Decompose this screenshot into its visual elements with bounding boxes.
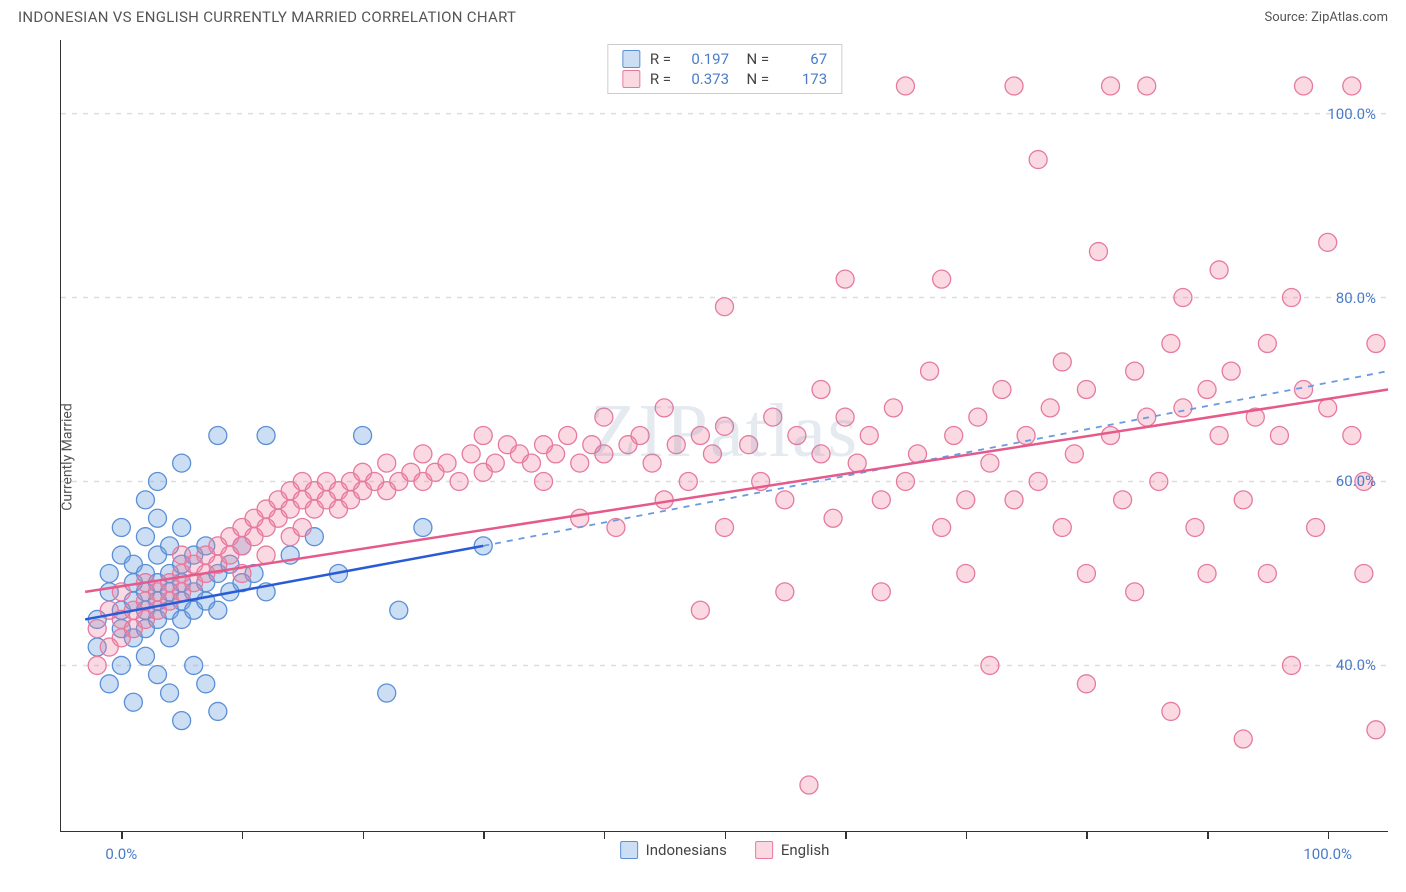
r-value-1: 0.197 <box>681 50 729 68</box>
series-legend: Indonesians English <box>620 841 830 859</box>
stats-swatch-1 <box>622 50 640 68</box>
y-tick-label: 100.0% <box>1327 105 1376 123</box>
trend-line-1-extension <box>483 371 1388 546</box>
x-tick <box>966 831 968 839</box>
chart-source: Source: ZipAtlas.com <box>1264 10 1388 25</box>
chart-header: INDONESIAN VS ENGLISH CURRENTLY MARRIED … <box>0 0 1406 30</box>
x-tick <box>1086 831 1088 839</box>
trend-line-layer <box>61 40 1388 831</box>
x-tick <box>1328 831 1330 839</box>
r-value-2: 0.373 <box>681 70 729 88</box>
x-tick <box>725 831 727 839</box>
n-value-2: 173 <box>779 70 827 88</box>
x-tick <box>363 831 365 839</box>
chart-container: Currently Married ZIPatlas R = 0.197 N =… <box>18 40 1388 874</box>
r-label-2: R = <box>650 70 671 88</box>
n-label-1: N = <box>739 50 769 68</box>
x-tick <box>483 831 485 839</box>
stats-swatch-2 <box>622 70 640 88</box>
x-tick <box>845 831 847 839</box>
legend-swatch-1 <box>620 841 638 859</box>
x-tick <box>604 831 606 839</box>
n-value-1: 67 <box>779 50 827 68</box>
trend-line-2 <box>85 390 1388 592</box>
legend-item-2: English <box>755 841 830 859</box>
stats-legend: R = 0.197 N = 67 R = 0.373 N = 173 <box>607 44 842 94</box>
legend-item-1: Indonesians <box>620 841 727 859</box>
x-tick-label: 0.0% <box>105 845 137 863</box>
r-label-1: R = <box>650 50 671 68</box>
y-tick-label: 40.0% <box>1336 656 1376 674</box>
x-tick <box>1207 831 1209 839</box>
y-tick-label: 80.0% <box>1336 289 1376 307</box>
y-tick-label: 60.0% <box>1336 472 1376 490</box>
stats-row-2: R = 0.373 N = 173 <box>622 69 827 89</box>
x-tick <box>121 831 123 839</box>
legend-swatch-2 <box>755 841 773 859</box>
chart-title: INDONESIAN VS ENGLISH CURRENTLY MARRIED … <box>18 8 516 26</box>
stats-row-1: R = 0.197 N = 67 <box>622 49 827 69</box>
legend-label-1: Indonesians <box>646 841 727 859</box>
legend-label-2: English <box>781 841 830 859</box>
x-tick <box>242 831 244 839</box>
plot-area: ZIPatlas R = 0.197 N = 67 R = 0.373 N = … <box>60 40 1388 832</box>
n-label-2: N = <box>739 70 769 88</box>
x-tick-label: 100.0% <box>1303 845 1352 863</box>
